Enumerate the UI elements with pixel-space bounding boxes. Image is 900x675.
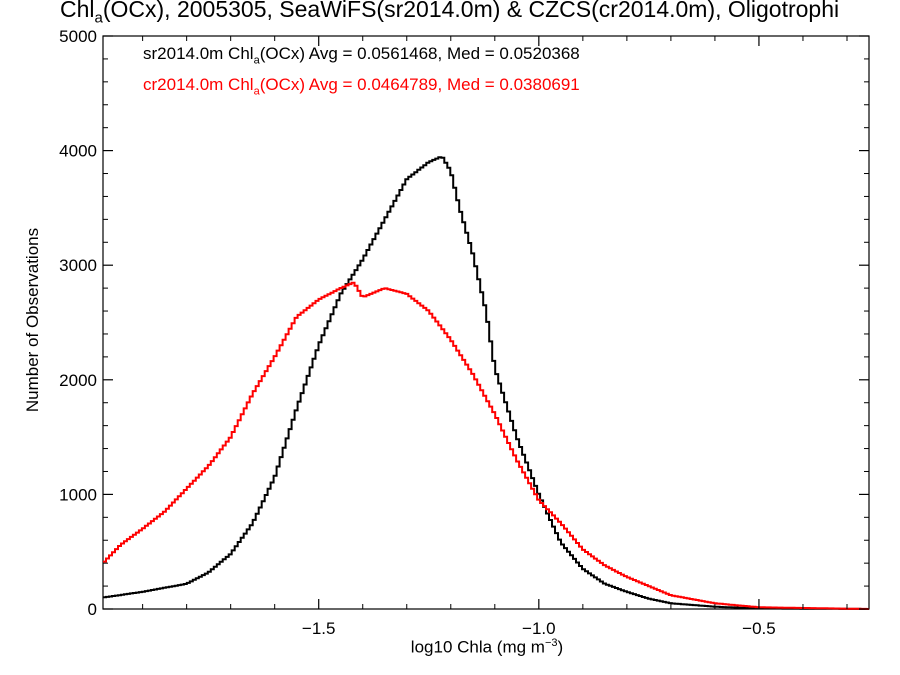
plot-axes	[102, 35, 870, 610]
x-tick-label: −1.5	[302, 619, 336, 638]
x-tick-label: −0.5	[742, 619, 776, 638]
y-tick-label: 4000	[59, 142, 97, 161]
series-sr2014.0m	[103, 156, 869, 610]
series-cr2014.0m	[103, 281, 869, 610]
x-axis-label: log10 Chla (mg m−3)	[410, 637, 564, 657]
legend-entry-sr: sr2014.0m Chla(OCx) Avg = 0.0561468, Med…	[143, 44, 580, 67]
series-layer	[103, 156, 869, 610]
y-tick-label: 0	[88, 600, 97, 619]
y-axis-label: Number of Observations	[23, 227, 42, 413]
y-tick-label: 5000	[59, 27, 97, 46]
legend-entry-cr: cr2014.0m Chla(OCx) Avg = 0.0464789, Med…	[143, 75, 580, 98]
y-tick-label: 2000	[59, 371, 97, 390]
x-tick-label: −1.0	[522, 619, 556, 638]
y-tick-label: 3000	[59, 256, 97, 275]
chart-title: Chla(OCx), 2005305, SeaWiFS(sr2014.0m) &…	[60, 0, 840, 27]
plot-frame	[102, 35, 870, 610]
tick-layer: 0 1000 2000 3000 4000 5000 −1.5 −1.0 −0.5	[59, 27, 869, 638]
y-tick-label: 1000	[59, 485, 97, 504]
